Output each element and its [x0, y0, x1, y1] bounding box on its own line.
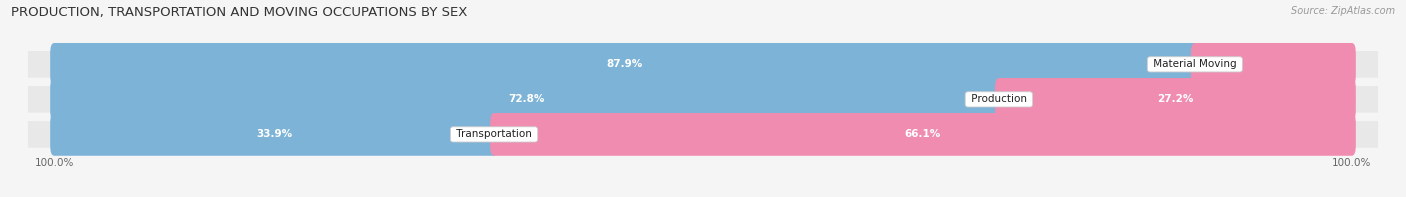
- FancyBboxPatch shape: [51, 113, 498, 156]
- FancyBboxPatch shape: [491, 113, 1355, 156]
- FancyBboxPatch shape: [28, 121, 1378, 148]
- Text: 72.8%: 72.8%: [509, 94, 544, 104]
- Text: 66.1%: 66.1%: [905, 129, 941, 139]
- Text: 33.9%: 33.9%: [256, 129, 292, 139]
- Text: 27.2%: 27.2%: [1157, 94, 1194, 104]
- Text: 87.9%: 87.9%: [606, 59, 643, 69]
- Text: Transportation: Transportation: [453, 129, 536, 139]
- Text: Source: ZipAtlas.com: Source: ZipAtlas.com: [1291, 6, 1395, 16]
- FancyBboxPatch shape: [995, 78, 1355, 121]
- Text: Material Moving: Material Moving: [1150, 59, 1240, 69]
- FancyBboxPatch shape: [51, 43, 1199, 86]
- Text: PRODUCTION, TRANSPORTATION AND MOVING OCCUPATIONS BY SEX: PRODUCTION, TRANSPORTATION AND MOVING OC…: [11, 6, 468, 19]
- Text: Production: Production: [967, 94, 1031, 104]
- FancyBboxPatch shape: [1191, 43, 1355, 86]
- FancyBboxPatch shape: [51, 78, 1002, 121]
- FancyBboxPatch shape: [28, 51, 1378, 78]
- FancyBboxPatch shape: [28, 86, 1378, 113]
- Text: 12.1%: 12.1%: [1201, 59, 1237, 69]
